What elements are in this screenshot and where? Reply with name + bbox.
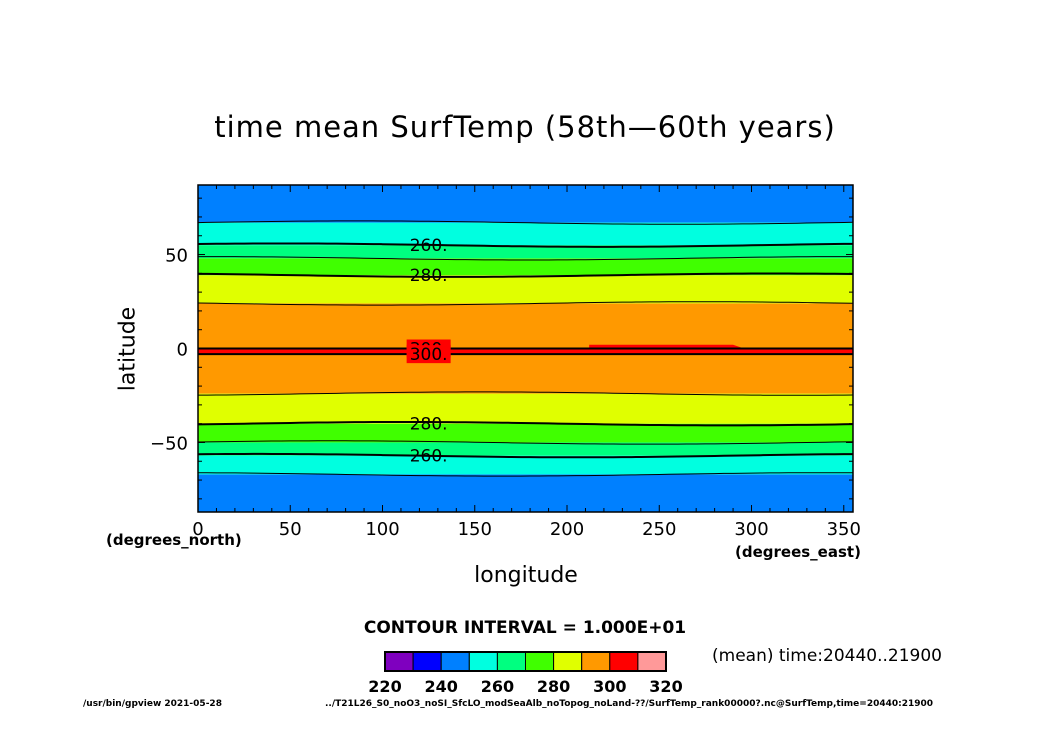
band-9 <box>198 258 853 276</box>
colorbar-cell-5 <box>525 651 555 672</box>
x-axis-label: longitude <box>474 563 578 588</box>
colorbar-cell-6 <box>553 651 583 672</box>
colorbar-cell-3 <box>468 651 498 672</box>
y-tick-label-2: −50 <box>150 433 188 454</box>
x-tick-label-3: 150 <box>458 519 492 540</box>
chart-title: time mean SurfTemp (58th—60th years) <box>214 110 836 144</box>
colorbar-cell-0 <box>384 651 414 672</box>
contour-label-5: 260. <box>410 447 448 467</box>
band-11 <box>198 222 853 246</box>
contour-label-3: 300. <box>410 345 448 365</box>
x-axis-unit: (degrees_east) <box>735 543 861 561</box>
y-axis-label: latitude <box>115 306 141 392</box>
colorbar-cell-1 <box>412 651 442 672</box>
colorbar-frame <box>384 651 667 672</box>
x-tick-label-4: 200 <box>550 519 584 540</box>
band-0 <box>198 474 853 512</box>
y-tick-label-1: 0 <box>177 340 188 361</box>
contour-line-11 <box>197 472 854 477</box>
contour-interval-text: CONTOUR INTERVAL = 1.000E+01 <box>363 618 687 638</box>
x-tick-label-0: 0 <box>192 519 203 540</box>
colorbar-cell-4 <box>496 651 526 672</box>
x-tick-label-7: 350 <box>827 519 861 540</box>
band-2 <box>198 442 853 456</box>
colorbar-label-1: 240 <box>424 677 457 696</box>
band-10 <box>198 245 853 259</box>
x-tick-label-1: 50 <box>279 519 302 540</box>
contour-line-4 <box>197 301 854 306</box>
colorbar-label-3: 280 <box>537 677 570 696</box>
band-12 <box>198 185 853 223</box>
band-8 <box>198 275 853 304</box>
y-axis-unit: (degrees_north) <box>106 531 242 549</box>
colorbar-label-2: 260 <box>481 677 514 696</box>
contour-label-bg-3 <box>406 345 451 364</box>
x-tick-label-5: 250 <box>642 519 676 540</box>
contour-label-1: 280. <box>410 266 448 286</box>
band-1 <box>198 455 853 475</box>
x-tick-label-6: 300 <box>734 519 768 540</box>
contour-line-8 <box>197 420 854 427</box>
contour-line-9 <box>197 440 854 445</box>
contour-line-10 <box>197 452 854 459</box>
contour-label-0: 260. <box>410 236 448 256</box>
colorbar-cell-9 <box>637 651 667 672</box>
band-6 <box>198 348 853 355</box>
colorbar-label-0: 220 <box>368 677 401 696</box>
mean-time-text: (mean) time:20440..21900 <box>712 646 942 666</box>
contour-line-2 <box>197 256 854 261</box>
colorbar-cell-2 <box>440 651 470 672</box>
footer-right: ../T21L26_S0_noO3_noSI_SfcLO_modSeaAlb_n… <box>325 699 934 709</box>
contour-line-7 <box>197 391 854 396</box>
colorbar-cell-7 <box>581 651 611 672</box>
colorbar-label-4: 300 <box>593 677 626 696</box>
contour-label-4: 280. <box>410 415 448 435</box>
band-4 <box>198 393 853 424</box>
footer-left: /usr/bin/gpview 2021-05-28 <box>83 699 222 709</box>
contour-line-3 <box>197 272 854 278</box>
contour-line-0 <box>197 220 854 225</box>
band-3 <box>198 423 853 443</box>
band-7 <box>198 303 853 349</box>
contour-line-1 <box>197 242 854 248</box>
y-tick-label-0: 50 <box>165 246 188 267</box>
band-5 <box>198 354 853 394</box>
colorbar-label-5: 320 <box>649 677 682 696</box>
x-tick-label-2: 100 <box>365 519 399 540</box>
colorbar-cell-8 <box>609 651 639 672</box>
